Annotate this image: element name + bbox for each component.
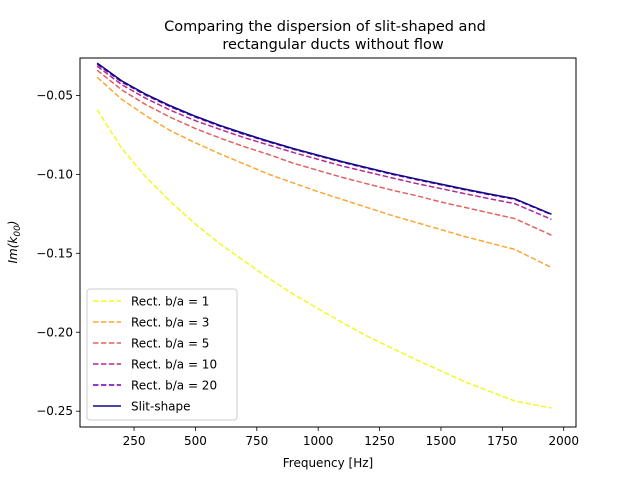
- x-tick-label: 1500: [426, 434, 457, 448]
- series-line-6: [96, 62, 552, 215]
- legend-box: [86, 288, 238, 421]
- legend-label-3: Rect. b/a = 5: [131, 337, 209, 351]
- x-tick-label: 750: [245, 434, 268, 448]
- series-line-2: [96, 76, 552, 269]
- legend-label-2: Rect. b/a = 3: [131, 316, 209, 330]
- legend-label-4: Rect. b/a = 10: [131, 358, 217, 372]
- y-tick-label: −0.05: [36, 88, 73, 102]
- x-axis-label: Frequency [Hz]: [283, 456, 374, 470]
- x-tick-label: 250: [123, 434, 146, 448]
- x-tick-label: 500: [184, 434, 207, 448]
- y-axis-label-base: Im(k: [6, 236, 20, 264]
- series-line-4: [96, 65, 552, 221]
- y-axis-ticks: −0.05 −0.10 −0.15 −0.20 −0.25: [36, 88, 80, 418]
- chart-title-line-2: rectangular ducts without flow: [222, 37, 444, 53]
- y-axis-label-close: ): [6, 221, 20, 227]
- x-tick-label: 1750: [487, 434, 518, 448]
- chart-title-line-1: Comparing the dispersion of slit-shaped …: [164, 19, 486, 35]
- legend-label-6: Slit-shape: [131, 400, 191, 414]
- y-axis-label: Im(k00): [6, 221, 23, 264]
- y-tick-label: −0.25: [36, 404, 73, 418]
- x-axis-ticks: 250 500 750 1000 1250 1500 1750 2000: [123, 427, 579, 448]
- x-tick-label: 1250: [364, 434, 395, 448]
- y-tick-label: −0.15: [36, 246, 73, 260]
- series-layer: [96, 62, 552, 409]
- y-tick-label: −0.10: [36, 167, 73, 181]
- legend-label-5: Rect. b/a = 20: [131, 379, 217, 393]
- x-tick-label: 1000: [303, 434, 334, 448]
- legend-label-1: Rect. b/a = 1: [131, 295, 209, 309]
- legend: Rect. b/a = 1 Rect. b/a = 3 Rect. b/a = 5 R…: [86, 288, 238, 421]
- y-axis-label-subscript: 00: [13, 225, 23, 237]
- x-tick-label: 2000: [548, 434, 579, 448]
- plot-frame: [79, 57, 577, 428]
- series-line-1: [96, 109, 552, 409]
- y-tick-label: −0.20: [36, 325, 73, 339]
- series-line-3: [96, 69, 552, 236]
